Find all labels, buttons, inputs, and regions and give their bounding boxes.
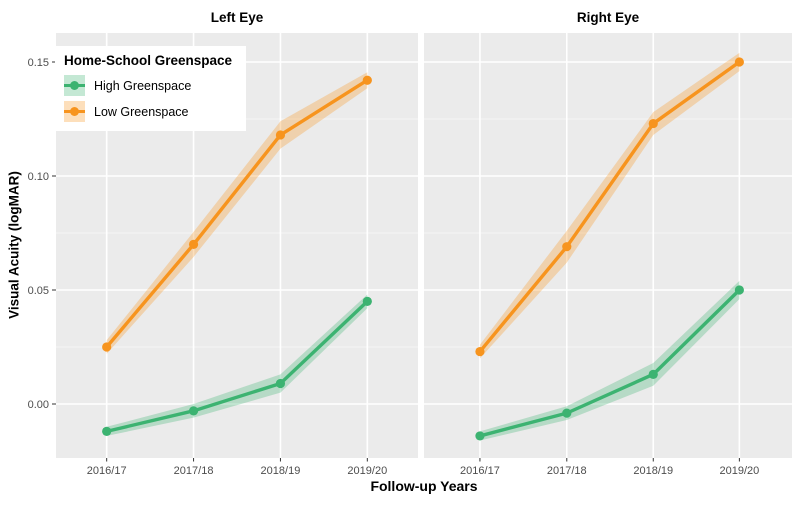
confidence-ribbon: [479, 52, 740, 359]
x-tick-label: 2016/17: [460, 465, 500, 477]
x-tick-label: 2019/20: [719, 465, 759, 477]
data-point: [362, 75, 372, 85]
confidence-ribbon: [479, 280, 740, 441]
data-point: [275, 378, 286, 389]
x-tick-label: 2017/18: [547, 465, 587, 477]
data-point: [734, 57, 744, 67]
data-point: [648, 369, 658, 379]
series-line: [478, 288, 742, 438]
x-tick-label: 2018/19: [633, 465, 673, 477]
y-tick-label: 0.05: [28, 285, 49, 297]
data-point: [648, 118, 658, 129]
legend-key-dot: [70, 107, 79, 116]
y-tick-label: 0.00: [28, 399, 49, 411]
facet-title-right-eye: Right Eye: [576, 10, 640, 25]
x-axis-title: Follow-up Years: [370, 478, 478, 494]
y-tick-label: 0.10: [28, 171, 49, 183]
legend-item-label: Low Greenspace: [94, 104, 189, 119]
legend-key-dot: [70, 81, 79, 90]
data-point: [475, 346, 485, 357]
panel-background: [424, 33, 792, 458]
y-axis-title: Visual Acuity (logMAR): [6, 171, 22, 319]
x-tick-label: 2018/19: [261, 465, 301, 477]
data-point: [475, 431, 485, 441]
legend-key-swatch: [64, 101, 85, 122]
data-point: [734, 285, 744, 295]
legend-item-label: High Greenspace: [94, 78, 192, 93]
x-tick-label: 2017/18: [174, 465, 214, 477]
x-tick-label: 2019/20: [347, 465, 387, 477]
data-point: [275, 130, 286, 140]
data-point: [562, 242, 572, 252]
series-line: [104, 299, 370, 434]
facet-title-left-eye: Left Eye: [210, 10, 264, 25]
confidence-ribbon: [106, 72, 368, 354]
data-point: [188, 406, 199, 416]
y-tick-label: 0.15: [28, 57, 49, 69]
confidence-ribbon: [106, 294, 368, 436]
data-point: [102, 426, 112, 436]
legend-item: Low Greenspace: [64, 101, 232, 122]
data-point: [188, 239, 199, 249]
x-tick-label: 2016/17: [87, 465, 127, 477]
legend: Home-School Greenspace High Greenspace Lo…: [55, 46, 247, 131]
legend-item: High Greenspace: [64, 75, 232, 96]
series-line: [104, 78, 370, 349]
legend-key-swatch: [64, 75, 85, 96]
data-point: [562, 408, 572, 418]
data-point: [362, 296, 372, 306]
series-line: [478, 60, 742, 354]
data-point: [102, 342, 112, 352]
legend-items: High Greenspace Low Greenspace: [64, 75, 232, 122]
legend-title: Home-School Greenspace: [64, 53, 233, 68]
